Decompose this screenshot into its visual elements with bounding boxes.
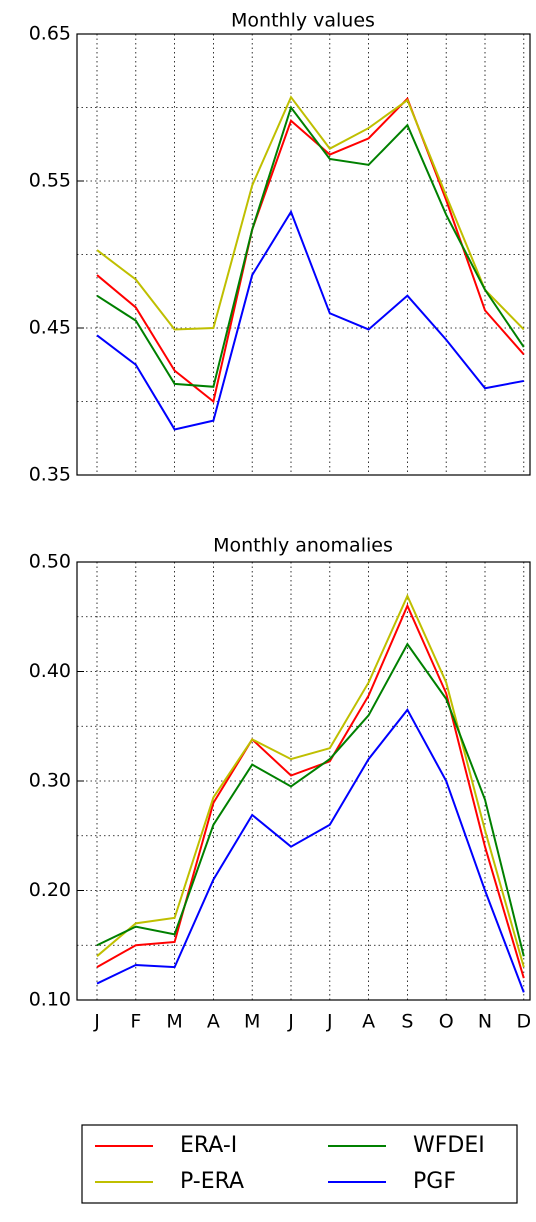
legend-label: ERA-I (180, 1133, 237, 1158)
y-tick-label: 0.30 (29, 770, 71, 792)
plot-frame (76, 33, 531, 476)
legend-label: P-ERA (180, 1169, 244, 1194)
y-tick-label: 0.50 (29, 551, 71, 573)
series-line (96, 603, 525, 979)
series-line (96, 593, 525, 968)
plot-frame (76, 561, 531, 1001)
x-tick-label: N (478, 1011, 492, 1033)
chart-title: Monthly anomalies (213, 535, 393, 557)
x-tick-label: M (166, 1011, 182, 1033)
y-tick-label: 0.65 (29, 23, 71, 45)
x-tick-label: A (362, 1011, 375, 1033)
series-line (96, 96, 525, 404)
legend-box (81, 1124, 518, 1204)
y-tick-label: 0.55 (29, 170, 71, 192)
y-tick-label: 0.10 (29, 989, 71, 1011)
series-line (96, 708, 525, 993)
series-line (96, 209, 524, 431)
y-tick-label: 0.35 (29, 464, 71, 486)
y-tick-label: 0.40 (29, 660, 71, 682)
x-tick-label: J (93, 1011, 100, 1033)
chart-title: Monthly values (231, 10, 375, 32)
legend-label: PGF (413, 1169, 456, 1194)
x-tick-label: J (326, 1011, 333, 1033)
x-tick-label: S (401, 1011, 413, 1033)
y-tick-label: 0.45 (29, 317, 71, 339)
x-tick-label: M (244, 1011, 260, 1033)
x-tick-label: O (439, 1011, 454, 1033)
y-tick-label: 0.20 (29, 879, 71, 901)
x-tick-label: F (130, 1011, 141, 1033)
x-tick-label: D (516, 1011, 531, 1033)
series-line (96, 105, 525, 388)
series-line (96, 642, 525, 957)
x-tick-label: A (207, 1011, 220, 1033)
legend-label: WFDEI (413, 1133, 485, 1158)
series-line (96, 95, 525, 331)
x-tick-label: J (287, 1011, 294, 1033)
